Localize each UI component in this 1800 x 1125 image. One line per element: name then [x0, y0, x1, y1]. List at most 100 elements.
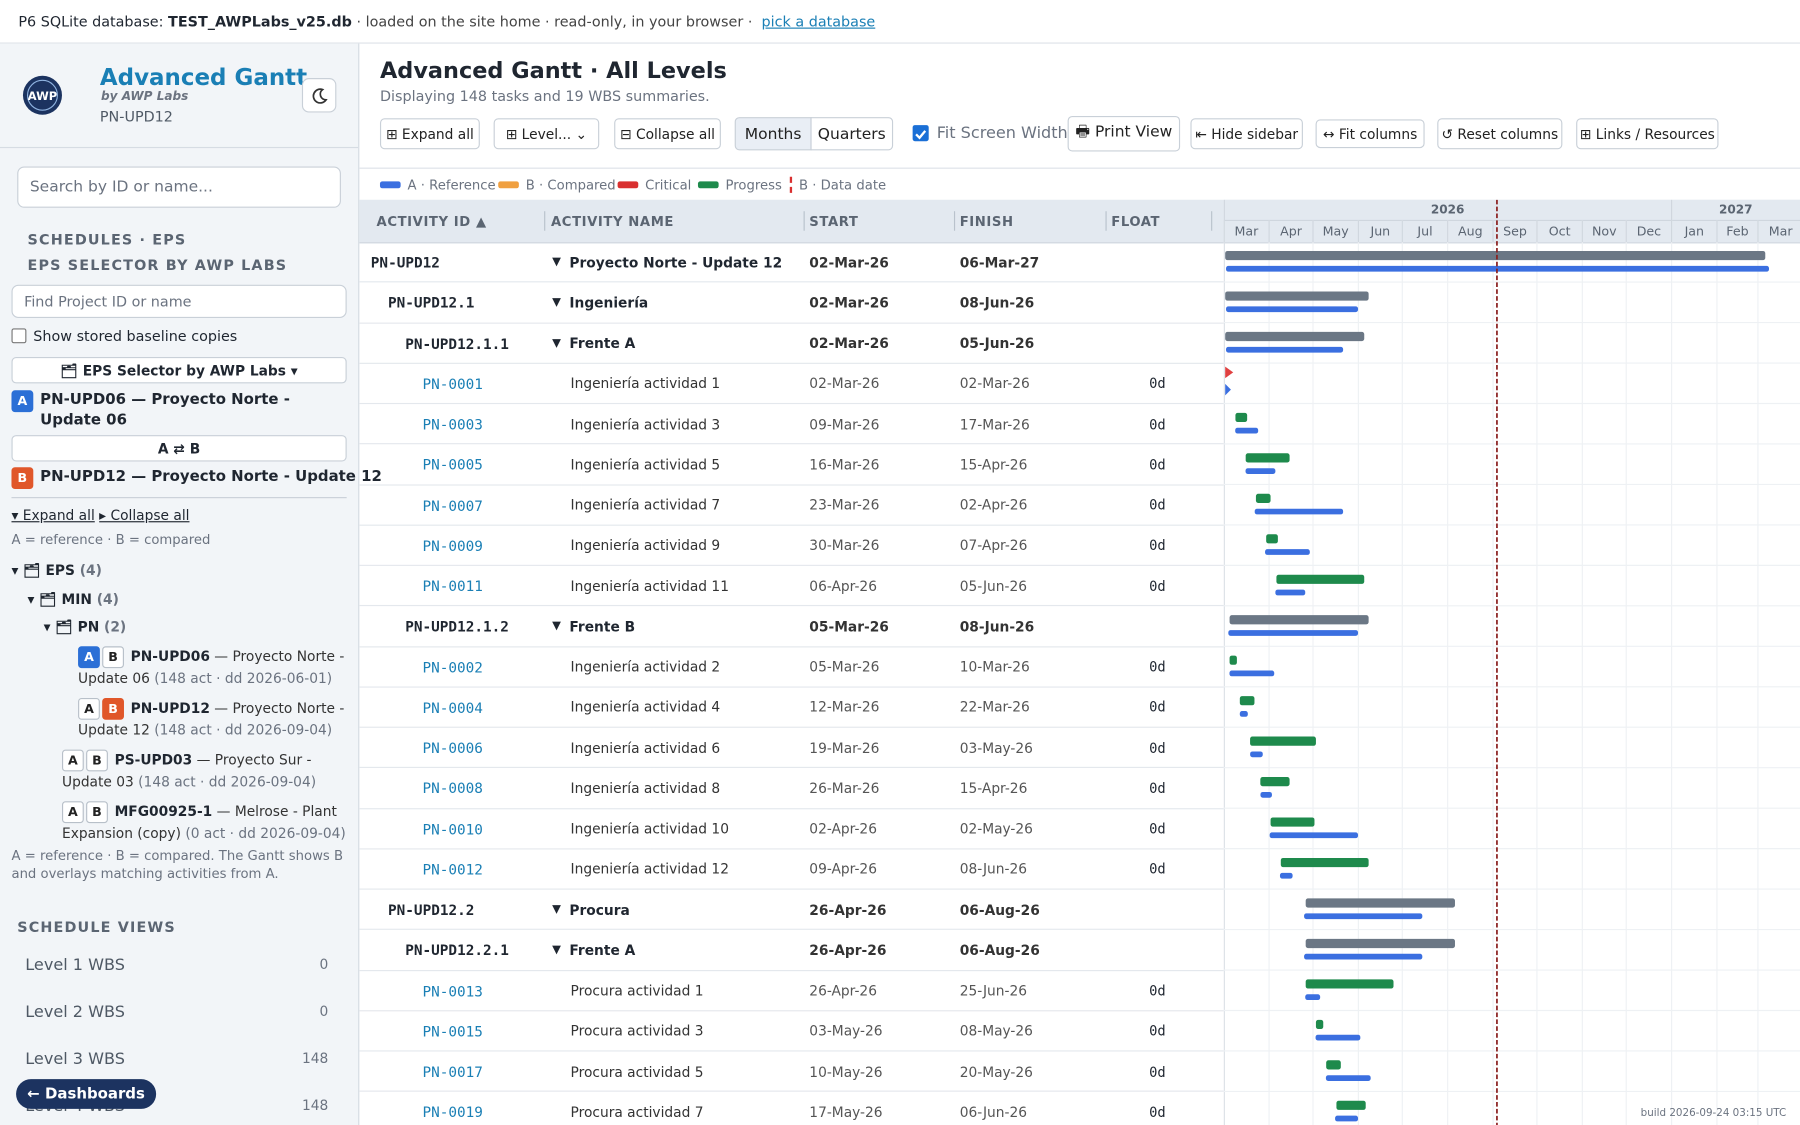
- finish-date: 05-Jun-26: [959, 335, 1035, 352]
- theme-toggle[interactable]: [301, 78, 337, 113]
- total-float: 0d: [1149, 1063, 1166, 1080]
- months-button[interactable]: Months: [734, 117, 812, 151]
- view-item[interactable]: Level 2 WBS 0: [25, 1003, 328, 1021]
- row-border: [359, 807, 1224, 809]
- divider: [11, 497, 347, 499]
- row-border: [359, 1009, 1224, 1012]
- level: ⊞ Level...: [505, 125, 572, 142]
- links-button[interactable]: ⊞ Links / Resources: [1576, 118, 1719, 150]
- activity-id: PN-0011: [422, 577, 483, 595]
- count: 0: [319, 956, 329, 973]
- finish-date: 06-Aug-26: [959, 901, 1040, 918]
- column-separator: [953, 211, 956, 231]
- pick-db-link[interactable]: pick a database: [761, 12, 876, 30]
- legend-item: A · Reference: [379, 177, 496, 193]
- activity-id: PN-0006: [422, 739, 483, 757]
- progress-bar: [1270, 817, 1315, 827]
- row-border: [359, 726, 1224, 728]
- row-border: [359, 928, 1224, 931]
- fit-checkbox[interactable]: [912, 125, 929, 142]
- reset-columns-button[interactable]: ↺ Reset columns: [1437, 118, 1563, 150]
- subtitle: Displaying 148 tasks and 19 WBS summarie…: [379, 87, 710, 105]
- find-input[interactable]: Find Project ID or name: [11, 284, 347, 318]
- count: 148: [302, 1050, 329, 1067]
- divider: [0, 146, 359, 149]
- reference-bar: [1254, 508, 1344, 515]
- reference-milestone: [1225, 383, 1231, 396]
- start-date: 30-Mar-26: [809, 537, 880, 554]
- tree-node[interactable]: ▾ 🗂 PN (2): [44, 619, 127, 635]
- progress-bar: [1315, 1019, 1324, 1030]
- logo: AWP: [28, 89, 57, 103]
- swatch: [379, 181, 401, 189]
- logo: AWP: [22, 75, 62, 115]
- expand-button[interactable]: ⊞ Expand all: [379, 118, 480, 150]
- quarters-button[interactable]: Quarters: [810, 117, 894, 151]
- month-label: Jun: [1369, 223, 1390, 238]
- meta: (0 act · dd 2026-09-04): [185, 825, 346, 842]
- view-item[interactable]: Level 3 WBS 148: [25, 1050, 328, 1068]
- b-badge: B: [102, 646, 124, 669]
- progress-bar: [1336, 1100, 1366, 1110]
- suffix: · loaded on the site home · read-only, i…: [356, 12, 753, 30]
- collapse-button[interactable]: ⊟ Collapse all: [614, 118, 721, 150]
- view-item[interactable]: Level 1 WBS 0: [25, 956, 328, 974]
- start-date: 02-Mar-26: [809, 335, 889, 352]
- title: Advanced Gantt: [99, 63, 308, 91]
- search-input[interactable]: Search by ID or name...: [17, 166, 341, 208]
- total-float: 0d: [1149, 780, 1166, 797]
- column-header: ACTIVITY NAME: [551, 212, 675, 230]
- finish-date: 06-Aug-26: [959, 942, 1040, 959]
- column-header: FINISH: [959, 212, 1014, 230]
- collapse-link[interactable]: ▸ Collapse all: [99, 507, 190, 524]
- reference-bar: [1305, 994, 1321, 1001]
- total-float: 0d: [1149, 578, 1166, 595]
- tree-node[interactable]: ▾ 🗂 MIN (4): [28, 591, 119, 607]
- activity-name: Procura actividad 3: [570, 1023, 704, 1040]
- row-border: [359, 281, 1224, 283]
- name: — Proyecto Norte - Update 12: [78, 700, 345, 739]
- hide-sidebar-button[interactable]: ⇤ Hide sidebar: [1190, 118, 1303, 150]
- activity-id: PN-0003: [422, 415, 483, 433]
- reference-bar: [1335, 1115, 1359, 1122]
- start-date: 19-Mar-26: [809, 740, 880, 757]
- eps-button[interactable]: 🗂 EPS Selector by AWP Labs ▾: [11, 357, 347, 384]
- start-date: 02-Mar-26: [809, 254, 889, 271]
- progress-bar: [1326, 1060, 1341, 1070]
- label: Level 3 WBS: [25, 1050, 125, 1069]
- reference-bar: [1315, 1034, 1361, 1041]
- show-baseline: Show stored baseline copies: [33, 327, 238, 345]
- b-badge: B: [86, 801, 108, 824]
- activity-id: PN-0012: [422, 860, 483, 879]
- toggle-icon: ▼: [552, 944, 562, 957]
- label: Level 1 WBS: [25, 956, 125, 975]
- start-date: 09-Mar-26: [809, 416, 880, 433]
- level-select[interactable]: ⊞ Level... ⌄: [493, 118, 600, 150]
- checkbox[interactable]: [11, 328, 27, 344]
- progress-bar: [1305, 979, 1394, 989]
- column-header: FLOAT: [1111, 212, 1161, 230]
- ab-note: A = reference · B = compared: [11, 531, 211, 548]
- build: build 2026-09-24 03:15 UTC: [1640, 1107, 1787, 1120]
- activity-id: PN-0013: [422, 982, 483, 1000]
- total-float: 0d: [1149, 456, 1166, 473]
- fit-screen: Fit Screen Width: [936, 123, 1068, 143]
- print-button[interactable]: 🖶 Print View: [1067, 115, 1181, 152]
- tree-node[interactable]: ▾ 🗂 EPS (4): [11, 563, 101, 579]
- expand-link[interactable]: ▾ Expand all: [11, 507, 95, 524]
- activity-name: Procura actividad 7: [570, 1104, 704, 1121]
- column-separator: [1105, 211, 1107, 231]
- finish-date: 22-Mar-26: [959, 699, 1030, 716]
- dashboards-button[interactable]: ← Dashboards: [16, 1079, 157, 1109]
- swap-button[interactable]: A ⇄ B: [11, 435, 347, 462]
- finish-date: 25-Jun-26: [959, 982, 1027, 999]
- row-border: [359, 1090, 1224, 1092]
- fit-columns-button[interactable]: ↔ Fit columns: [1315, 119, 1425, 149]
- check-icon: [915, 130, 927, 140]
- project: PN-UPD12: [99, 107, 173, 126]
- row-border: [359, 605, 1224, 607]
